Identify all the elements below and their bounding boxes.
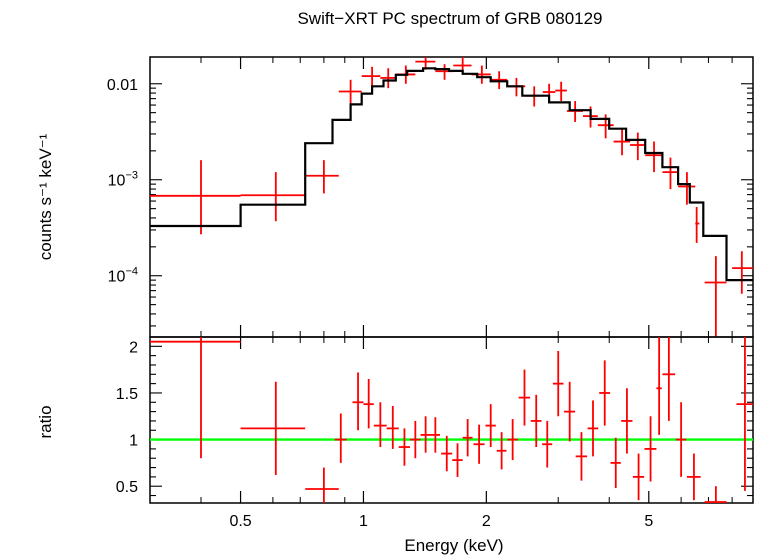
y-tick-label: 0.5 [116,479,138,496]
x-tick-label: 5 [644,513,653,530]
plot-frame [149,56,754,338]
y-tick-label: 10−4 [108,266,138,286]
chart-title: Swift−XRT PC spectrum of GRB 080129 [297,9,602,28]
x-tick-label: 0.5 [229,513,251,530]
y-axis-label-ratio: ratio [36,405,55,438]
y-tick-label: 2 [129,339,138,356]
ratio-panel: 0.5 1 1.5 2 [116,336,754,504]
model-step-line [150,67,753,282]
y-tick-label: 0.01 [107,77,138,94]
y-tick-label: 10−3 [108,170,138,190]
x-tick-labels: 0.5 1 2 5 [229,513,653,530]
y-tick-label: 1 [129,433,138,450]
plot-frame [149,336,754,504]
y-axis-label-spectrum: counts s⁻¹ keV⁻¹ [36,133,55,260]
x-axis-label: Energy (keV) [404,536,503,555]
spectrum-panel: 0.01 10−3 10−4 [107,56,754,338]
x-tick-label: 2 [482,513,491,530]
y-tick-label: 1.5 [116,386,138,403]
x-tick-label: 1 [359,513,368,530]
